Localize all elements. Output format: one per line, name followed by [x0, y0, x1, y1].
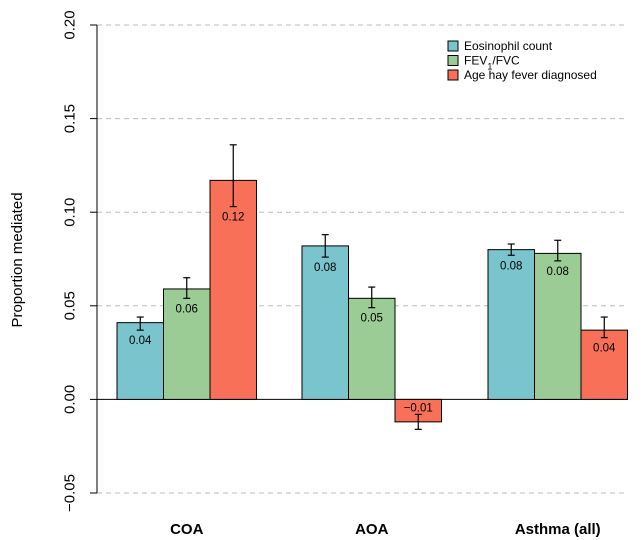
data-label: 0.12 [222, 212, 244, 224]
y-tick-label: −0.05 [61, 474, 78, 512]
category-label: AOA [355, 521, 389, 538]
y-tick-label: 0.20 [61, 10, 78, 39]
bar [163, 288, 211, 400]
bar [534, 252, 582, 400]
legend-swatch [447, 40, 459, 52]
data-label: 0.08 [547, 266, 569, 278]
bar [348, 297, 396, 400]
bar [116, 322, 164, 400]
legend-label: Eosinophil count [464, 39, 553, 53]
y-tick-label: 0.05 [61, 291, 78, 320]
bar [580, 329, 628, 400]
category-label: Asthma (all) [515, 521, 601, 538]
data-label: −0.01 [404, 402, 433, 414]
y-tick-label: 0.00 [61, 385, 78, 414]
category-label: COA [170, 521, 204, 538]
data-label: 0.04 [593, 343, 616, 355]
y-tick-label: 0.15 [61, 104, 78, 133]
data-label: 0.06 [176, 303, 198, 315]
legend-label: FEV1/FVC [464, 54, 520, 72]
y-axis-title: Proportion mediated [9, 192, 26, 327]
y-axis: −0.05 0.00 0.05 0.10 0.15 0.20 [61, 10, 98, 512]
data-label: 0.05 [361, 313, 383, 325]
bar [487, 249, 535, 400]
data-label: 0.08 [500, 260, 522, 272]
legend-swatch [447, 55, 459, 66]
bar [209, 179, 257, 400]
y-tick-label: 0.10 [61, 198, 78, 227]
bar [301, 245, 349, 400]
legend-swatch [447, 69, 459, 81]
data-label: 0.04 [129, 335, 152, 347]
data-label: 0.08 [314, 262, 336, 274]
bars: 0.04 0.06 0.12 COA 0.08 0.05 −0.01 AOA 0.08 0.08 0… [116, 144, 628, 538]
legend-label: Age hay fever diagnosed [464, 68, 597, 82]
